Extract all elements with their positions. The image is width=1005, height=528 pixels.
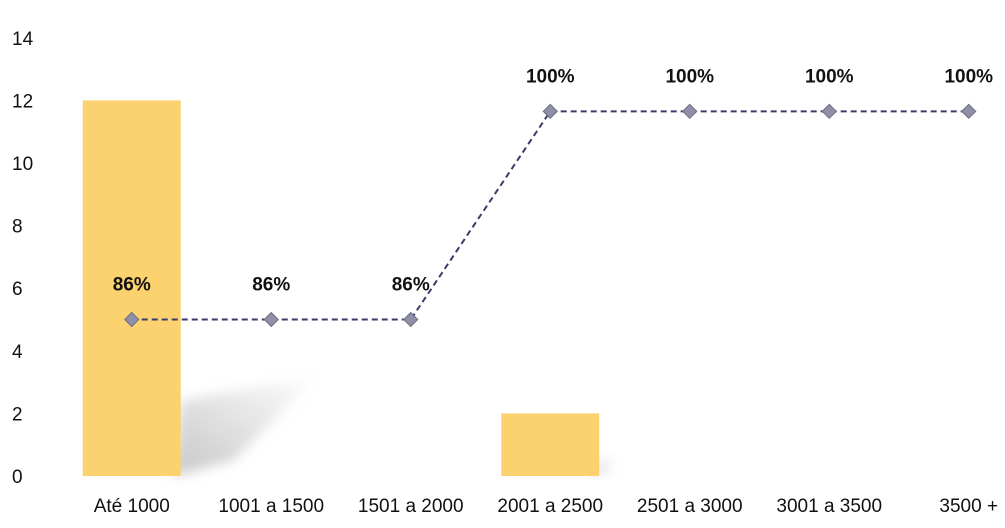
data-label: 86% [252,275,290,296]
y-tick-label: 12 [12,91,33,112]
x-tick-label: 1501 a 2000 [358,496,464,517]
x-tick-label: Até 1000 [94,496,170,517]
data-label: 86% [392,275,430,296]
bar [82,100,181,477]
line-marker [542,103,558,120]
data-label: 100% [665,66,714,87]
y-tick-label: 14 [12,29,34,50]
y-tick-label: 2 [12,404,23,425]
data-label: 100% [805,66,854,87]
x-tick-label: 3500 + [939,496,998,517]
bar [501,413,600,476]
y-axis: 0 2 4 6 8 10 12 14 [12,29,34,488]
y-tick-label: 4 [12,342,23,363]
x-tick-label: 2001 a 2500 [497,496,603,517]
x-tick-label: 2501 a 3000 [637,496,743,517]
line-marker [403,311,419,328]
y-tick-label: 8 [12,217,23,238]
data-label: 86% [113,275,151,296]
data-labels: 86% 86% 86% 100% 100% 100% 100% [113,66,993,295]
x-tick-label: 3001 a 3500 [776,496,882,517]
y-tick-label: 6 [12,279,23,300]
line-marker [682,103,698,120]
y-tick-label: 10 [12,154,33,175]
line-markers [124,103,977,328]
line-marker [124,311,140,328]
y-tick-label: 0 [12,467,23,488]
bar-shadow [172,376,318,476]
data-label: 100% [944,66,993,87]
line-marker [961,103,977,120]
bar-series [82,100,600,477]
data-label: 100% [526,66,575,87]
x-tick-label: 1001 a 1500 [218,496,324,517]
line-marker [821,103,837,120]
line-marker [263,311,279,328]
x-axis: Até 1000 1001 a 1500 1501 a 2000 2001 a 250… [94,496,998,517]
